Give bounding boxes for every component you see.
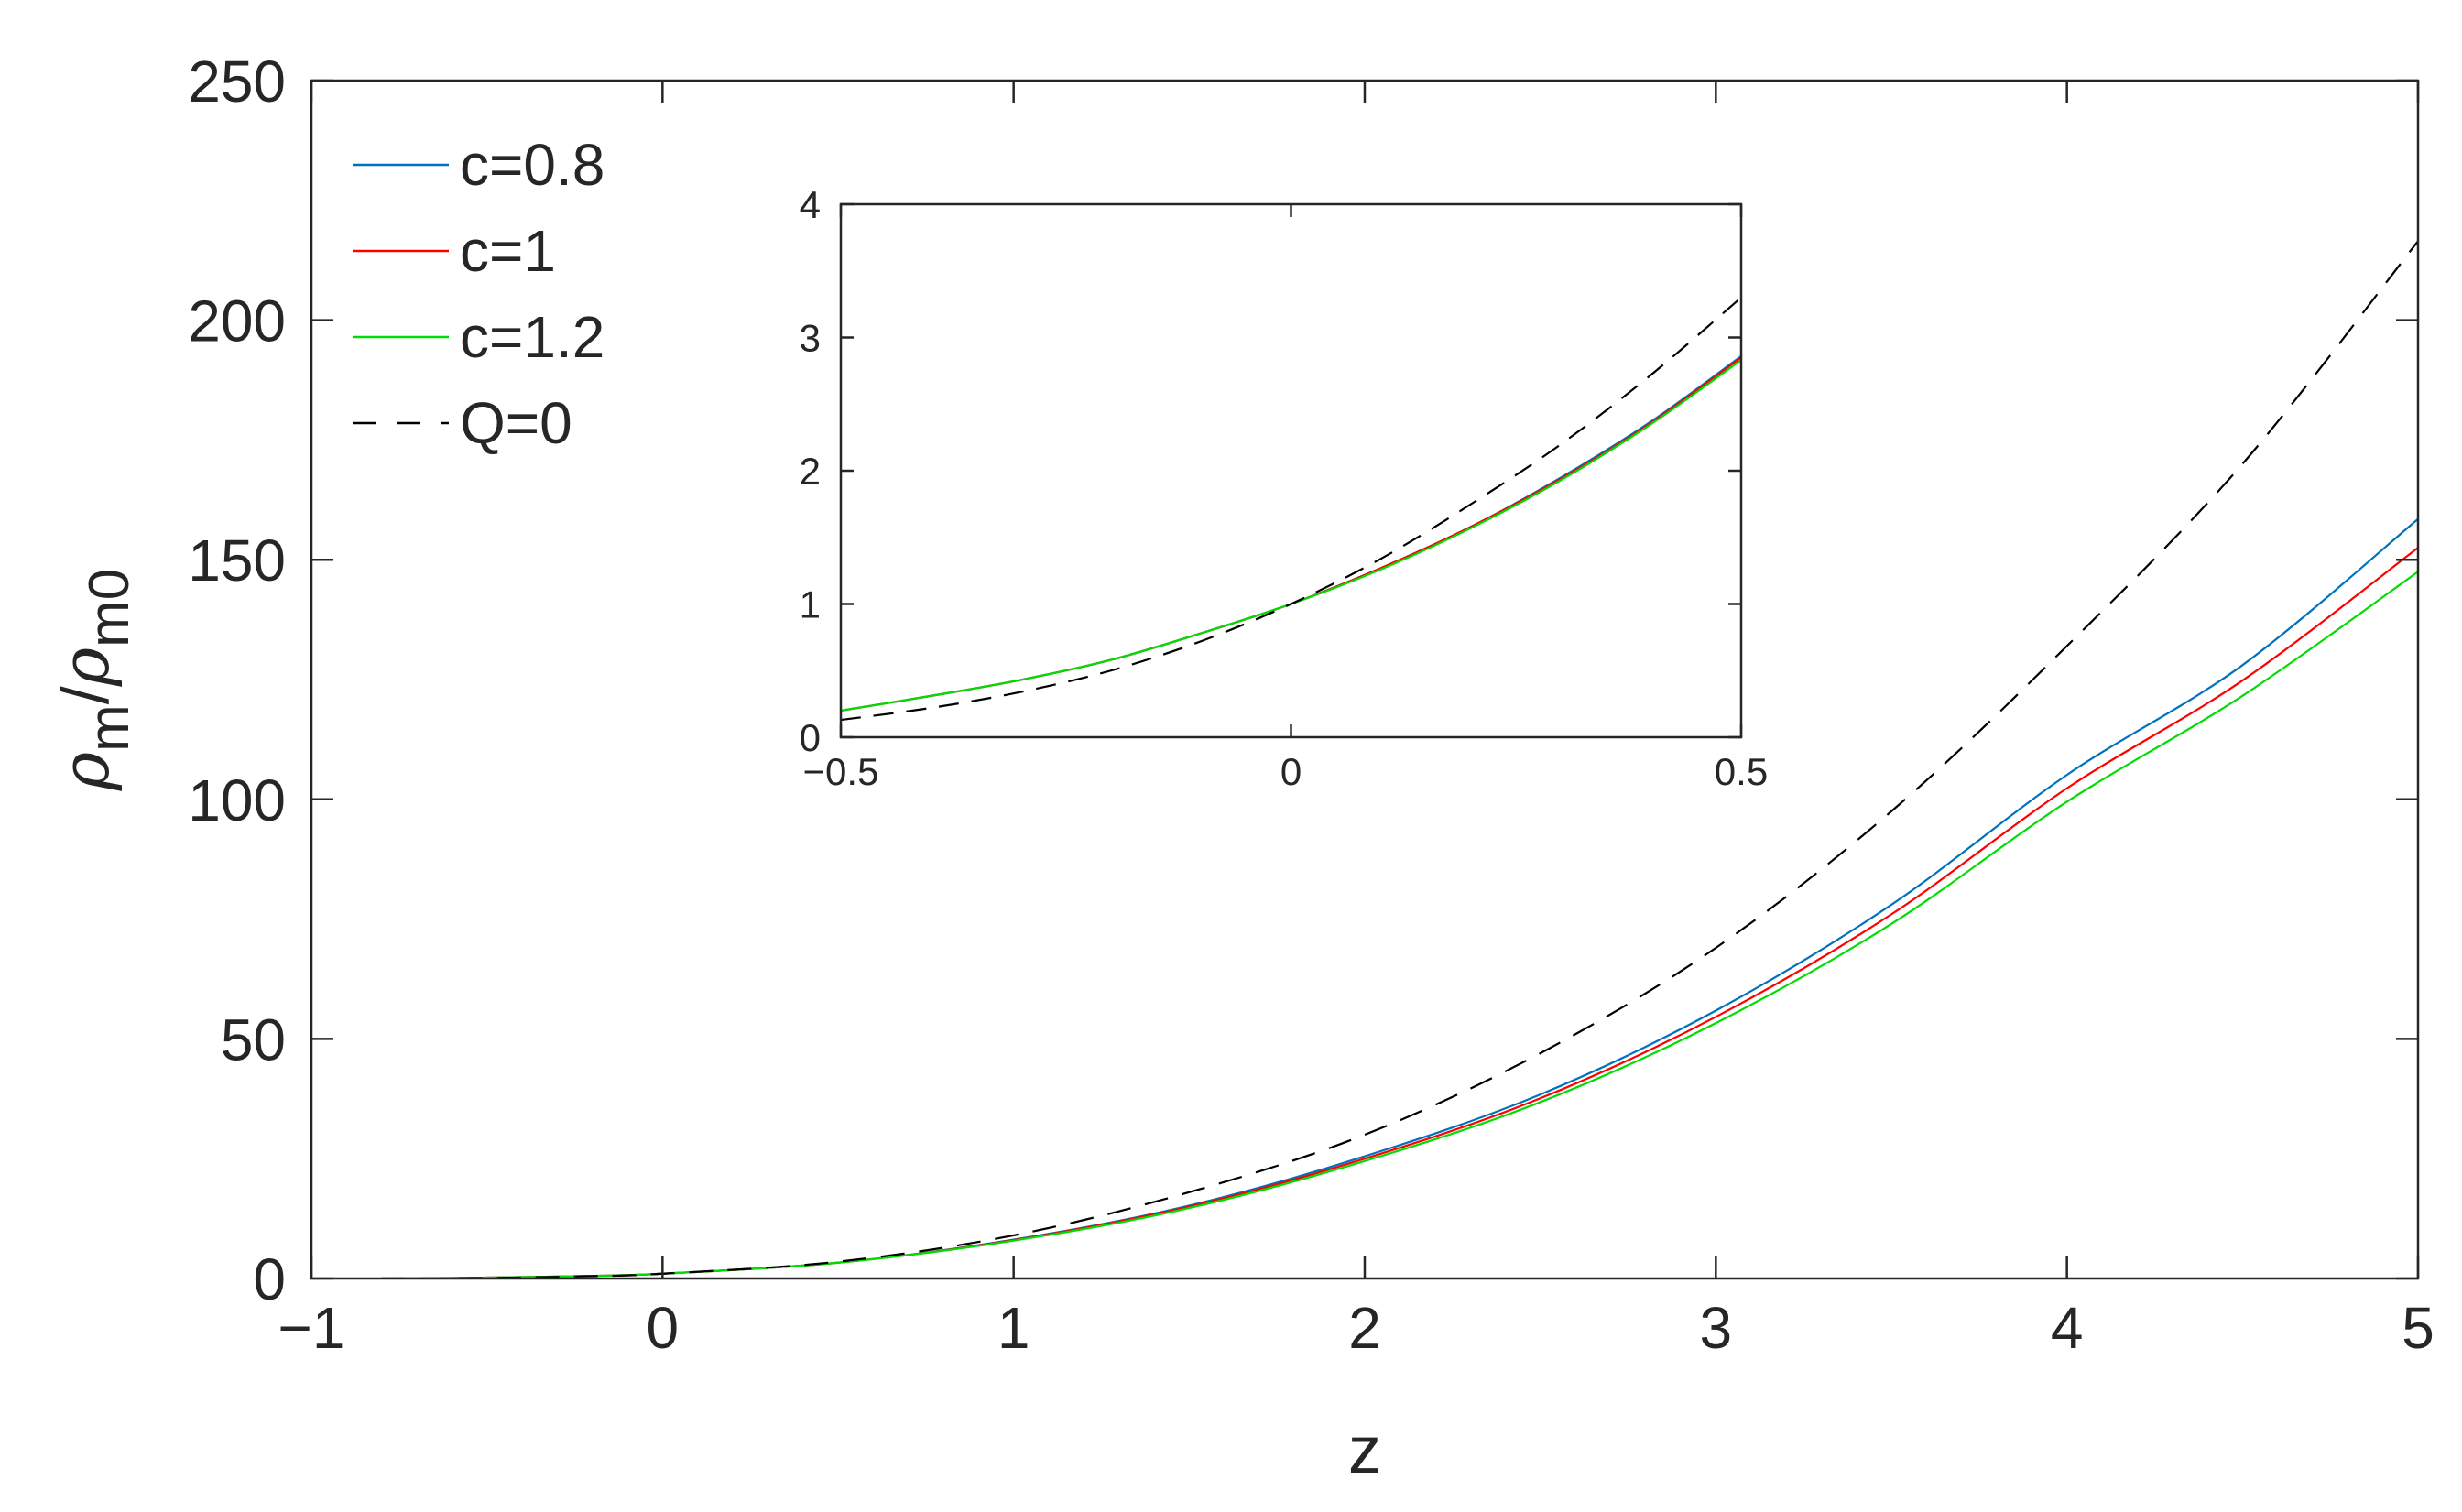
main-ytick-label: 0 — [253, 1246, 286, 1312]
main-ytick-label: 150 — [188, 528, 286, 593]
ylabel-slash: / — [49, 686, 123, 704]
svg-text:ρm/ρm0: ρm/ρm0 — [47, 569, 141, 791]
main-xtick-label: 4 — [2051, 1295, 2084, 1361]
main-xtick-label: 0 — [647, 1295, 680, 1361]
inset-ytick-label: 4 — [800, 183, 821, 226]
legend-label: c=1.2 — [460, 304, 605, 370]
inset-xtick-label: 0 — [1280, 750, 1302, 793]
main-xtick-label: 5 — [2402, 1295, 2435, 1361]
main-xtick-label: −1 — [278, 1295, 345, 1361]
inset-series-lines — [840, 297, 1742, 722]
inset-ytick-label: 0 — [800, 716, 821, 759]
ylabel-rho-2: ρ — [47, 647, 124, 687]
inset-xtick-label: 0.5 — [1715, 750, 1768, 793]
main-ylabel: ρm/ρm0 — [47, 569, 141, 791]
inset-background — [841, 204, 1741, 737]
main-series-line-c-1-2 — [381, 571, 2419, 1279]
legend: c=0.8 c=1 c=1.2 Q=0 — [353, 132, 605, 456]
legend-label: c=0.8 — [460, 132, 605, 198]
inset-ytick-label: 2 — [800, 450, 821, 493]
legend-label: Q=0 — [460, 390, 572, 456]
legend-label: c=1 — [460, 218, 556, 284]
main-xtick-label: 3 — [1700, 1295, 1733, 1361]
inset-ytick-label: 3 — [800, 317, 821, 360]
main-series-lines — [381, 240, 2419, 1280]
inset-series-line-q-0 — [840, 297, 1742, 722]
main-ytick-label: 50 — [221, 1006, 286, 1072]
main-xlabel: z — [1348, 1414, 1381, 1487]
main-ytick-label: 250 — [188, 49, 286, 114]
ylabel-sub-m: m — [78, 704, 141, 752]
inset-xtick-label: −0.5 — [803, 750, 879, 793]
main-xtick-label: 1 — [997, 1295, 1030, 1361]
ylabel-rho-1: ρ — [47, 752, 124, 791]
ylabel-sub-m0: m0 — [78, 569, 141, 647]
inset-ytick-label: 1 — [800, 583, 821, 626]
main-ytick-label: 200 — [188, 288, 286, 354]
main-xtick-label: 2 — [1348, 1295, 1381, 1361]
main-ytick-label: 100 — [188, 767, 286, 833]
